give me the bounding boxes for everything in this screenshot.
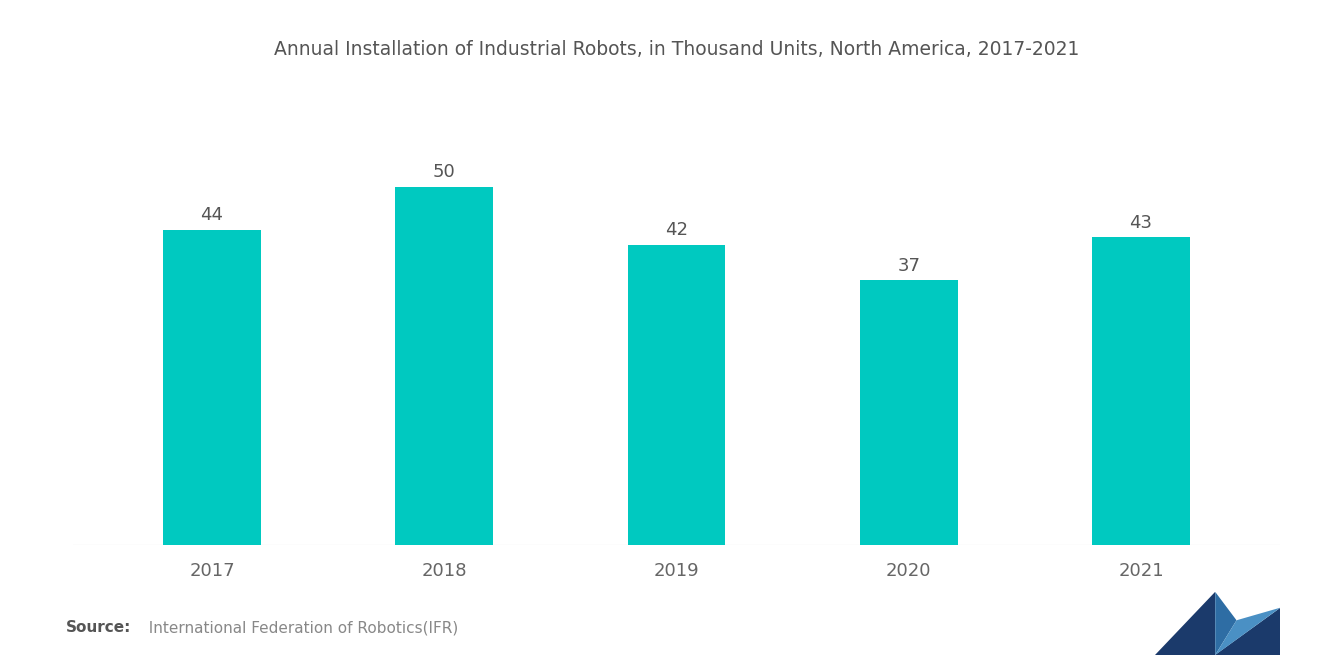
Polygon shape — [1216, 592, 1237, 655]
Polygon shape — [1155, 592, 1216, 655]
Text: 50: 50 — [433, 164, 455, 182]
Text: Source:: Source: — [66, 620, 132, 635]
Text: 42: 42 — [665, 221, 688, 239]
Text: 37: 37 — [898, 257, 920, 275]
Bar — [164, 230, 261, 545]
Text: 43: 43 — [1130, 213, 1152, 231]
Bar — [1092, 237, 1189, 545]
Title: Annual Installation of Industrial Robots, in Thousand Units, North America, 2017: Annual Installation of Industrial Robots… — [273, 40, 1080, 59]
Polygon shape — [1216, 608, 1280, 655]
Bar — [861, 281, 957, 545]
Polygon shape — [1216, 608, 1280, 655]
Bar — [396, 188, 492, 545]
Text: 44: 44 — [201, 206, 223, 225]
Text: International Federation of Robotics(IFR): International Federation of Robotics(IFR… — [139, 620, 458, 635]
Bar — [628, 245, 725, 545]
